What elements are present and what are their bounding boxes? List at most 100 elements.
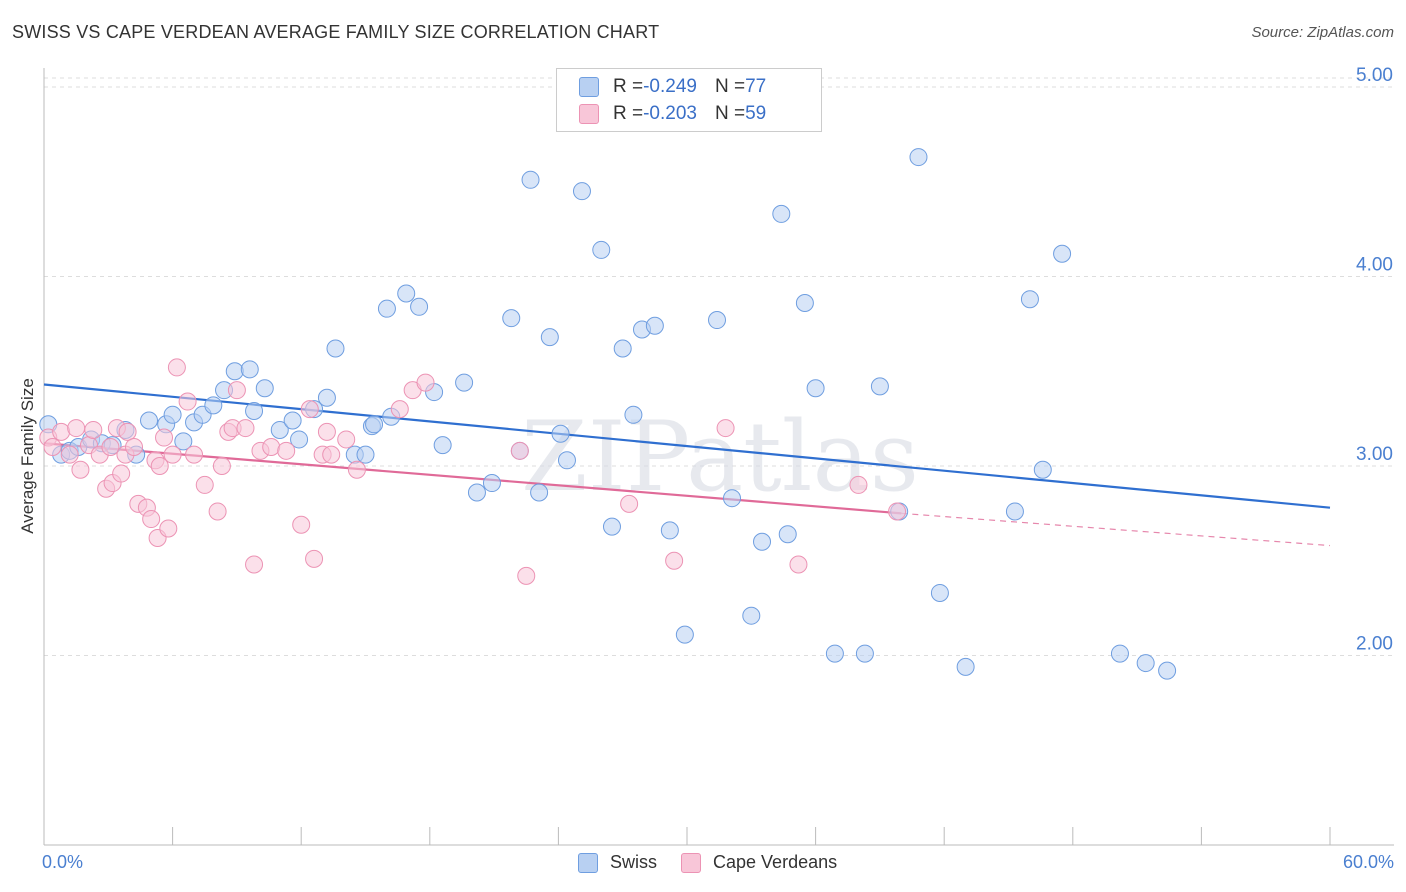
point-cape: [305, 549, 324, 568]
point-swiss: [174, 432, 193, 451]
point-swiss: [624, 405, 643, 424]
point-swiss: [1020, 290, 1039, 309]
point-cape: [292, 515, 311, 534]
point-cape: [227, 381, 246, 400]
point-swiss: [530, 483, 549, 502]
point-cape: [185, 445, 204, 464]
x-tick-label-min: 0.0%: [42, 852, 84, 872]
legend: R = -0.249 N = 77 R = -0.203 N = 59: [556, 68, 822, 132]
source-label: Source: ZipAtlas.com: [1251, 24, 1394, 41]
point-swiss: [930, 583, 949, 602]
point-swiss: [551, 424, 570, 443]
point-swiss: [410, 297, 429, 316]
point-cape: [262, 438, 281, 457]
data-points: [39, 148, 1177, 680]
point-cape: [67, 419, 86, 438]
point-cape: [60, 445, 79, 464]
y-axis-label: Average Family Size: [18, 378, 37, 534]
legend-swatch-swiss: [579, 77, 599, 97]
point-swiss: [572, 182, 591, 201]
point-swiss: [825, 644, 844, 663]
point-swiss: [356, 445, 375, 464]
point-cape: [142, 510, 161, 529]
point-swiss: [245, 402, 264, 421]
point-cape: [347, 460, 366, 479]
point-cape: [195, 475, 214, 494]
point-cape: [245, 555, 264, 574]
point-cape: [101, 438, 120, 457]
legend-n-value-swiss: 77: [745, 76, 767, 97]
point-cape: [167, 358, 186, 377]
point-swiss: [1053, 244, 1072, 263]
point-cape: [317, 422, 336, 441]
point-swiss: [204, 396, 223, 415]
point-cape: [337, 430, 356, 449]
point-swiss: [753, 532, 772, 551]
watermark: ZIPatlas: [521, 401, 919, 513]
y-tick-label: 3.00: [1356, 444, 1393, 465]
point-cape: [150, 456, 169, 475]
point-cape: [517, 566, 536, 585]
bottom-legend-swatch-swiss: [578, 852, 598, 873]
legend-r-label: R =: [613, 103, 644, 124]
point-swiss: [1136, 654, 1155, 673]
chart-title: SWISS VS CAPE VERDEAN AVERAGE FAMILY SIZ…: [12, 22, 660, 42]
point-swiss: [326, 339, 345, 358]
point-swiss: [1005, 502, 1024, 521]
x-tick-label-max: 60.0%: [1342, 852, 1394, 872]
point-swiss: [502, 309, 521, 328]
point-swiss: [283, 411, 302, 430]
point-cape: [112, 464, 131, 483]
point-cape: [716, 419, 735, 438]
point-swiss: [467, 483, 486, 502]
point-cape: [620, 494, 639, 513]
point-cape: [125, 438, 144, 457]
point-cape: [300, 400, 319, 419]
bottom-legend-label-swiss: Swiss: [610, 852, 658, 872]
point-swiss: [397, 284, 416, 303]
axes: [43, 68, 1394, 846]
point-swiss: [240, 360, 259, 379]
point-swiss: [806, 379, 825, 398]
point-cape: [208, 502, 227, 521]
point-cape: [665, 551, 684, 570]
point-swiss: [956, 657, 975, 676]
point-cape: [236, 419, 255, 438]
point-swiss: [613, 339, 632, 358]
point-swiss: [660, 521, 679, 540]
bottom-legend-swiss[interactable]: Swiss: [578, 852, 657, 873]
point-swiss: [1158, 661, 1177, 680]
point-swiss: [742, 606, 761, 625]
point-swiss: [317, 388, 336, 407]
trendline-cape-extension: [901, 512, 1331, 547]
y-tick-labels: 2.00 3.00 4.00 5.00: [1356, 65, 1393, 655]
point-cape: [71, 460, 90, 479]
point-swiss: [772, 204, 791, 223]
point-swiss: [521, 170, 540, 189]
legend-row-swiss: R = -0.249 N = 77: [579, 74, 766, 100]
point-swiss: [855, 644, 874, 663]
legend-r-value-swiss: -0.249: [643, 76, 697, 97]
point-cape: [118, 422, 137, 441]
point-cape: [178, 392, 197, 411]
point-swiss: [225, 362, 244, 381]
point-swiss: [433, 436, 452, 455]
bottom-legend-cape[interactable]: Cape Verdeans: [681, 852, 837, 873]
bottom-legend-swatch-cape: [681, 852, 702, 873]
point-cape: [510, 441, 529, 460]
point-cape: [416, 373, 435, 392]
bottom-legend-label-cape: Cape Verdeans: [713, 852, 838, 872]
y-tick-label: 2.00: [1356, 633, 1393, 654]
point-swiss: [592, 240, 611, 259]
legend-n-value-cape: 59: [745, 103, 767, 124]
point-swiss: [675, 625, 694, 644]
point-cape: [163, 445, 182, 464]
point-swiss: [255, 379, 274, 398]
point-cape: [84, 420, 103, 439]
y-tick-label: 5.00: [1356, 65, 1393, 86]
point-swiss: [140, 411, 159, 430]
point-swiss: [1033, 460, 1052, 479]
point-swiss: [557, 451, 576, 470]
y-tick-label: 4.00: [1356, 254, 1393, 275]
point-swiss: [645, 316, 664, 335]
